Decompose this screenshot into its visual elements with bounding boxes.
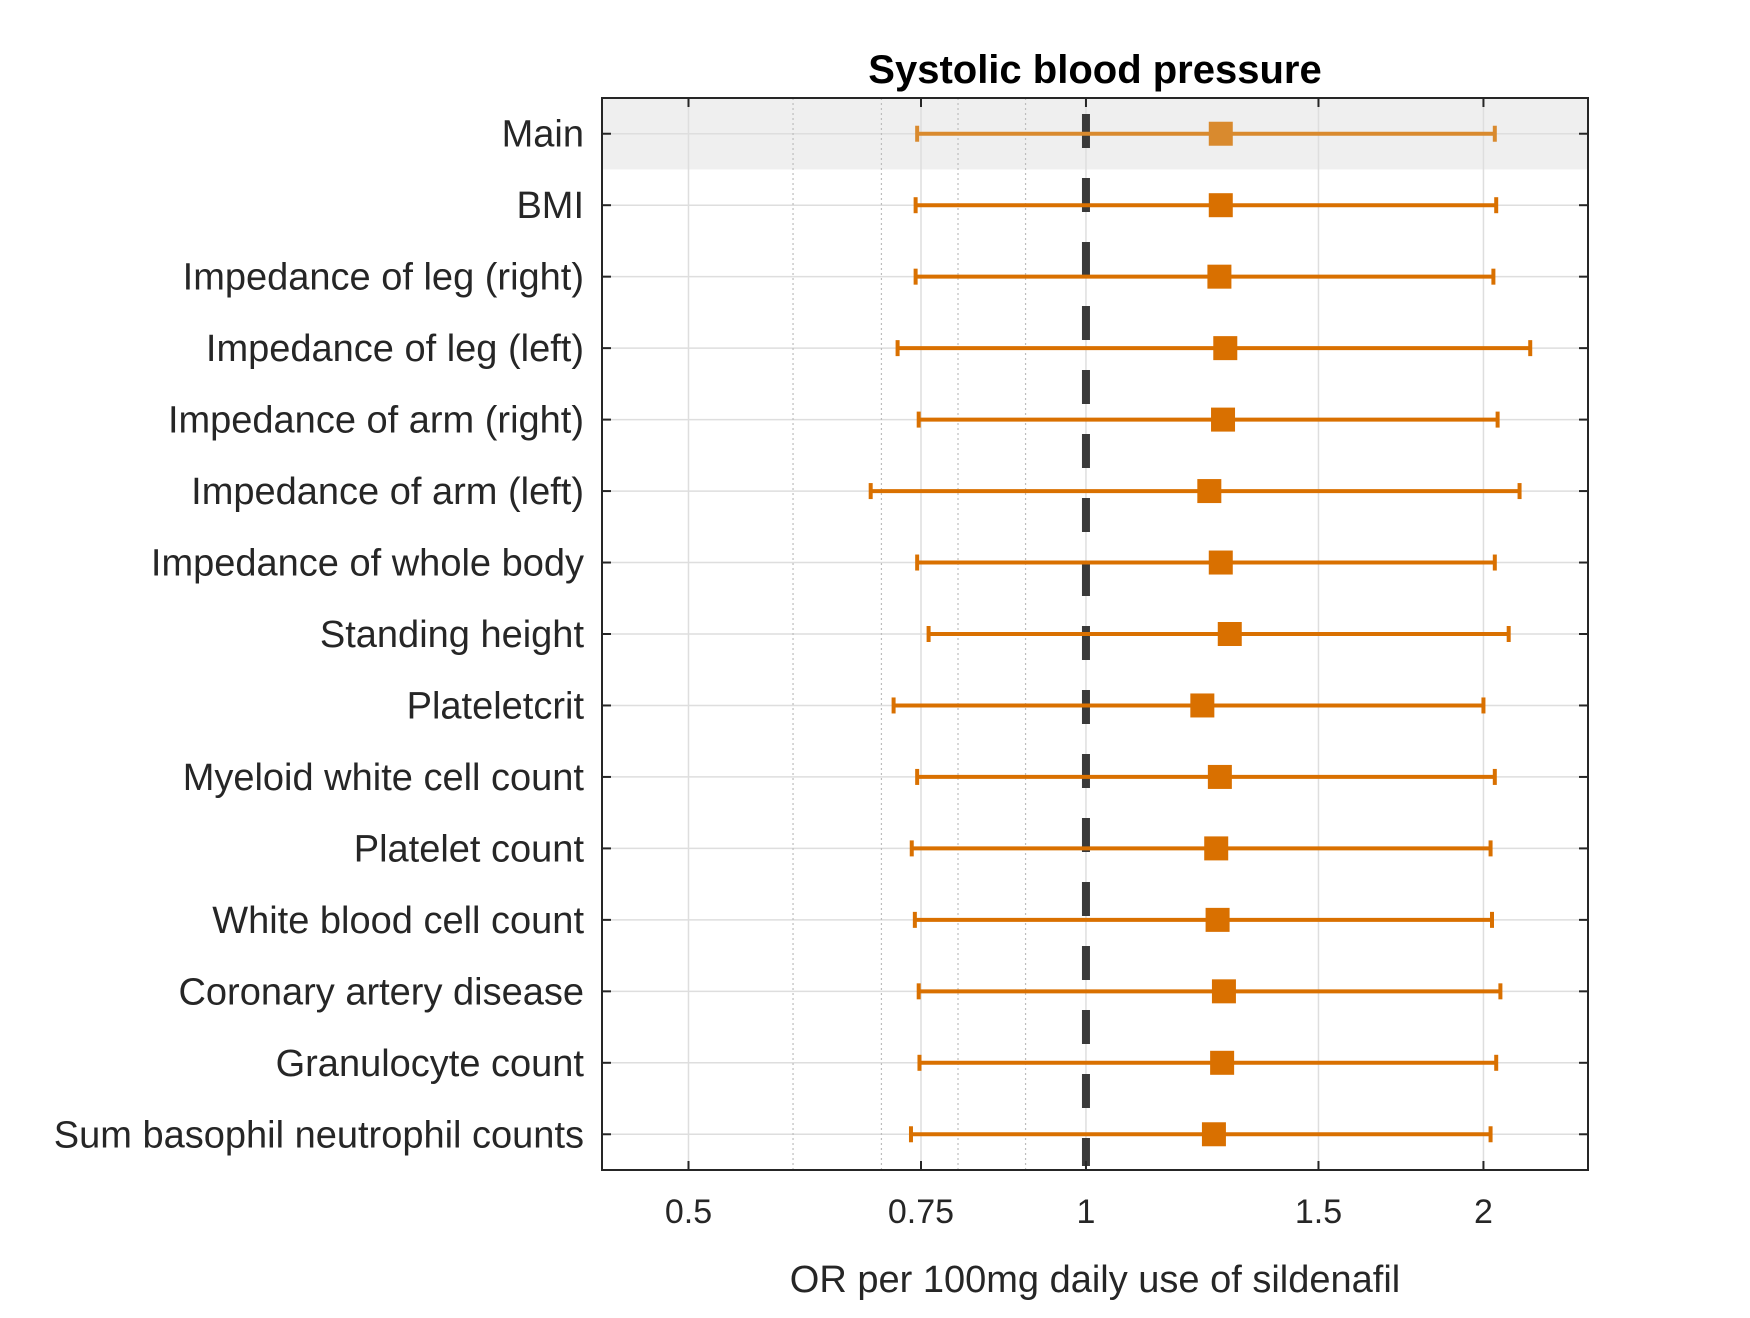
point-estimate-marker — [1211, 407, 1236, 432]
point-estimate-marker — [1208, 550, 1233, 575]
point-estimate-marker — [1210, 1050, 1235, 1075]
point-estimate-marker — [1211, 979, 1236, 1004]
y-tick-label: Standing height — [320, 614, 585, 656]
point-estimate-marker — [1190, 693, 1215, 718]
point-estimate-marker — [1207, 764, 1232, 789]
y-tick-label: Impedance of whole body — [151, 543, 584, 585]
point-estimate-marker — [1208, 121, 1233, 146]
point-estimate-marker — [1201, 1122, 1226, 1147]
point-estimate-marker — [1205, 907, 1230, 932]
y-tick-label: Coronary artery disease — [178, 971, 584, 1013]
x-tick-label: 1 — [1077, 1193, 1096, 1231]
point-estimate-marker — [1197, 479, 1222, 504]
y-tick-label: Myeloid white cell count — [183, 757, 585, 799]
x-axis-label: OR per 100mg daily use of sildenafil — [790, 1259, 1400, 1301]
y-tick-label: BMI — [516, 185, 584, 227]
y-tick-label: Impedance of leg (right) — [183, 257, 584, 299]
series-layer — [868, 121, 1533, 1147]
y-tick-label: Main — [502, 114, 584, 156]
text-layer: Systolic blood pressure OR per 100mg dai… — [54, 48, 1493, 1301]
y-tick-label: Sum basophil neutrophil counts — [54, 1114, 584, 1156]
point-estimate-marker — [1204, 836, 1229, 861]
point-estimate-marker — [1208, 193, 1233, 218]
chart-title: Systolic blood pressure — [868, 48, 1321, 92]
axis-layer — [601, 97, 1589, 1171]
x-tick-label: 0.75 — [888, 1193, 954, 1231]
x-tick-label: 0.5 — [665, 1193, 712, 1231]
y-tick-label: Impedance of leg (left) — [206, 328, 584, 370]
y-tick-label: Impedance of arm (left) — [191, 471, 584, 513]
y-tick-label: Plateletcrit — [407, 685, 585, 727]
point-estimate-marker — [1207, 264, 1232, 289]
point-estimate-marker — [1213, 336, 1238, 361]
point-estimate-marker — [1217, 622, 1242, 646]
y-tick-label: Impedance of arm (right) — [168, 400, 584, 442]
y-tick-label: Platelet count — [354, 828, 585, 870]
x-tick-label: 2 — [1474, 1193, 1493, 1231]
y-tick-label: White blood cell count — [212, 900, 584, 942]
x-tick-label: 1.5 — [1295, 1193, 1342, 1231]
y-tick-label: Granulocyte count — [276, 1043, 585, 1085]
